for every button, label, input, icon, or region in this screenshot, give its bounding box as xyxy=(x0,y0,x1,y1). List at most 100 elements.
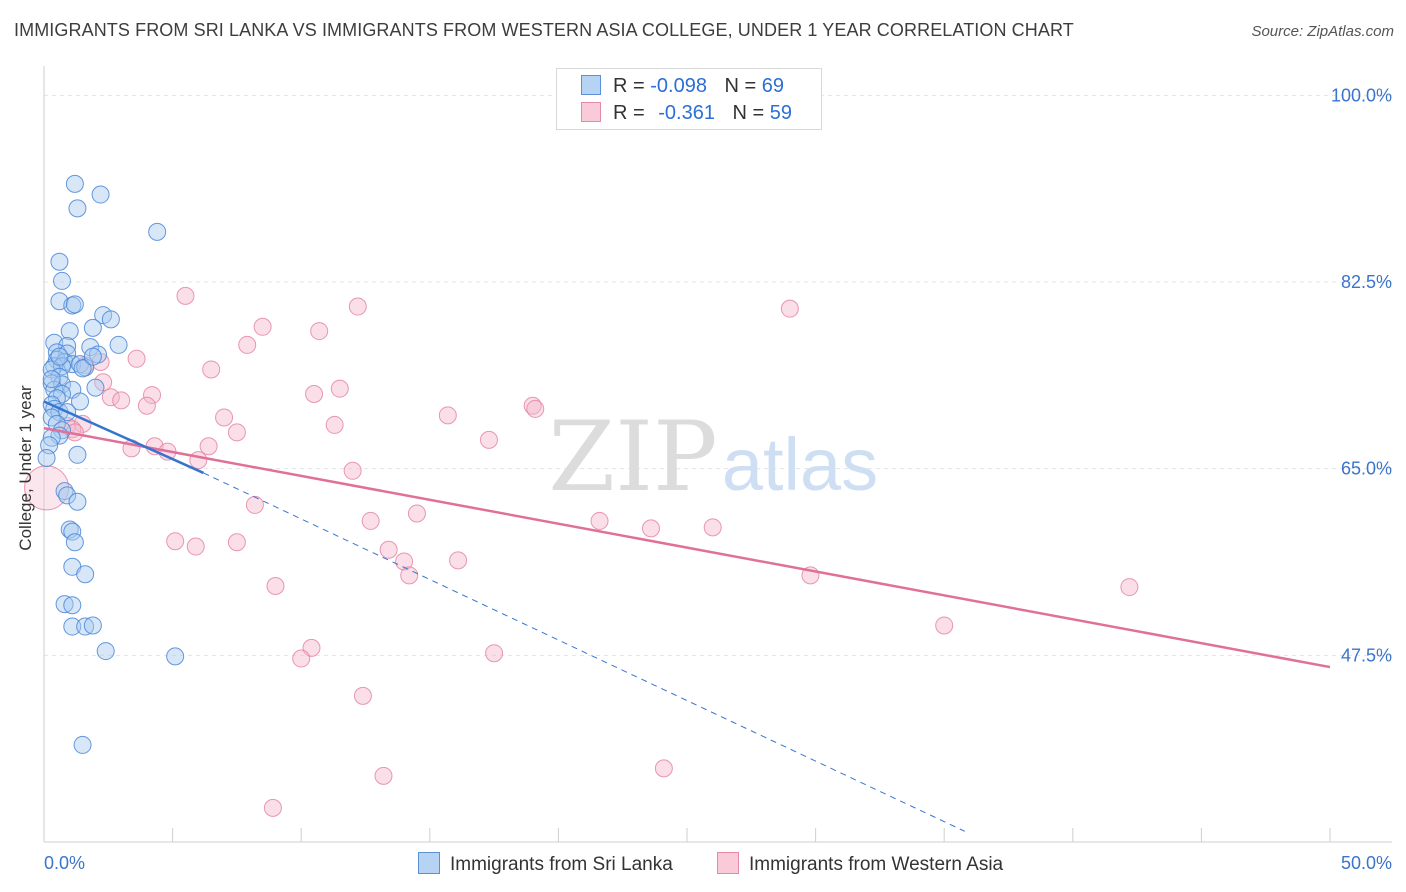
data-point-sri-lanka xyxy=(50,252,69,271)
data-point-western-asia xyxy=(245,495,264,514)
y-tick-label: 47.5% xyxy=(1341,645,1392,665)
data-point-sri-lanka xyxy=(109,335,128,354)
bottom-legend-sri-lanka: Immigrants from Sri Lanka xyxy=(418,852,673,876)
data-point-western-asia xyxy=(24,465,70,511)
data-point-sri-lanka xyxy=(68,199,87,218)
data-point-western-asia xyxy=(166,532,185,551)
data-point-western-asia xyxy=(590,511,609,530)
legend-n-value: 59 xyxy=(769,102,793,124)
data-point-western-asia xyxy=(348,297,367,316)
legend-swatch-pink xyxy=(717,852,739,874)
data-point-western-asia xyxy=(310,322,329,341)
data-point-sri-lanka xyxy=(55,595,74,614)
legend-r-label: R = xyxy=(613,75,645,97)
data-point-western-asia xyxy=(374,766,393,785)
data-point-sri-lanka xyxy=(73,359,92,378)
correlation-legend: R = -0.098 N = 69 R = -0.361 N = 59 xyxy=(556,68,822,130)
data-point-sri-lanka xyxy=(58,337,77,355)
data-point-sri-lanka xyxy=(50,347,69,366)
trend-lines xyxy=(43,400,1331,832)
data-point-sri-lanka xyxy=(166,647,185,666)
data-point-sri-lanka xyxy=(68,445,87,464)
x-tick-label: 50.0% xyxy=(1341,853,1392,873)
data-point-western-asia xyxy=(143,386,162,405)
trend-line-western-asia xyxy=(43,426,1331,669)
data-point-sri-lanka xyxy=(65,295,84,314)
legend-swatch-blue xyxy=(418,852,440,874)
legend-n-label: N = xyxy=(732,102,765,124)
legend-n-label: N = xyxy=(724,75,757,97)
data-point-western-asia xyxy=(325,415,344,434)
gridlines xyxy=(44,94,1392,656)
data-point-western-asia xyxy=(189,451,208,470)
source-credit: Source: ZipAtlas.com xyxy=(1251,23,1394,40)
legend-r-value: -0.098 xyxy=(650,75,707,97)
data-point-western-asia xyxy=(395,552,414,571)
data-point-western-asia xyxy=(127,349,146,368)
data-point-western-asia xyxy=(263,798,282,817)
axis-tick-labels: 47.5% 65.0% 82.5% 100.0% 0.0% 50.0% xyxy=(44,85,1392,873)
x-tick-label: 0.0% xyxy=(44,853,85,873)
data-point-western-asia xyxy=(526,399,545,418)
axes xyxy=(43,66,1392,843)
data-point-western-asia xyxy=(238,335,257,354)
data-point-western-asia xyxy=(305,385,324,403)
data-point-sri-lanka xyxy=(73,735,92,754)
data-point-western-asia xyxy=(253,317,272,336)
data-point-western-asia xyxy=(523,396,542,415)
chart-title: IMMIGRANTS FROM SRI LANKA VS IMMIGRANTS … xyxy=(14,20,1074,40)
data-point-sri-lanka xyxy=(76,617,95,636)
legend-label: Immigrants from Sri Lanka xyxy=(450,854,673,875)
bottom-legend-western-asia: Immigrants from Western Asia xyxy=(717,852,1003,876)
legend-r-label: R = xyxy=(613,102,645,124)
data-point-western-asia xyxy=(353,686,372,705)
data-point-western-asia xyxy=(780,299,799,318)
data-point-western-asia xyxy=(1120,578,1139,597)
data-point-western-asia xyxy=(400,566,419,585)
sri-lanka-points xyxy=(37,174,185,754)
data-point-western-asia xyxy=(361,511,380,530)
data-point-sri-lanka xyxy=(63,617,82,636)
legend-row-western-asia: R = -0.361 N = 59 xyxy=(581,102,792,125)
data-point-sri-lanka xyxy=(76,565,95,584)
legend-r-value: -0.361 xyxy=(658,102,715,124)
data-point-sri-lanka xyxy=(68,492,87,511)
data-point-western-asia xyxy=(101,388,120,407)
data-point-western-asia xyxy=(379,540,398,559)
watermark-zip: ZIP xyxy=(548,401,717,513)
y-tick-label: 65.0% xyxy=(1341,459,1392,479)
data-point-western-asia xyxy=(266,577,285,595)
data-point-western-asia xyxy=(654,759,673,778)
data-point-western-asia xyxy=(215,408,234,427)
legend-swatch-blue xyxy=(581,75,601,95)
data-point-sri-lanka xyxy=(63,522,82,541)
y-tick-label: 82.5% xyxy=(1341,272,1392,292)
data-point-western-asia xyxy=(227,423,246,442)
data-point-sri-lanka xyxy=(71,392,90,411)
data-point-sri-lanka xyxy=(83,616,102,635)
data-point-sri-lanka xyxy=(60,322,79,341)
data-point-sri-lanka xyxy=(37,449,56,467)
data-point-sri-lanka xyxy=(53,271,72,290)
western-asia-points xyxy=(24,286,1139,817)
data-point-western-asia xyxy=(343,461,362,480)
data-point-western-asia xyxy=(137,396,156,415)
data-point-western-asia xyxy=(703,518,722,537)
data-point-sri-lanka xyxy=(83,347,102,366)
data-point-sri-lanka xyxy=(86,378,105,397)
data-point-western-asia xyxy=(935,616,954,635)
data-point-western-asia xyxy=(330,379,349,398)
data-point-sri-lanka xyxy=(65,533,84,552)
data-point-western-asia xyxy=(479,430,498,449)
legend-n-value: 69 xyxy=(761,75,785,97)
data-point-western-asia xyxy=(227,533,246,552)
data-point-western-asia xyxy=(485,644,504,663)
data-point-sri-lanka xyxy=(65,174,84,193)
trend-line-sri-lanka xyxy=(43,400,204,475)
data-point-sri-lanka xyxy=(83,318,102,337)
data-point-western-asia xyxy=(407,504,426,523)
data-point-western-asia xyxy=(641,519,660,538)
y-axis-label: College, Under 1 year xyxy=(16,385,35,551)
data-point-sri-lanka xyxy=(101,310,120,329)
